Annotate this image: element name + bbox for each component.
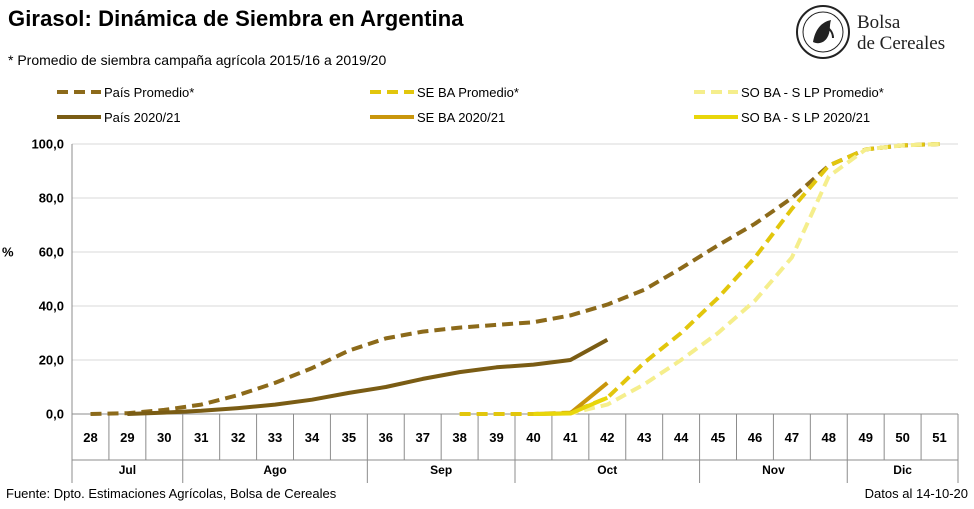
chart-subtitle: * Promedio de siembra campaña agrícola 2… <box>8 52 387 68</box>
series-line-0 <box>90 142 940 416</box>
x-tick-label: 35 <box>342 430 356 445</box>
y-tick-label: 80,0 <box>39 191 64 206</box>
chart-legend: País Promedio* SE BA Promedio* SO BA - S L… <box>57 85 884 125</box>
bolsa-de-cereales-logo: Bolsa de Cereales <box>795 4 973 66</box>
source-note: Fuente: Dpto. Estimaciones Agrícolas, Bo… <box>6 486 337 501</box>
month-label: Ago <box>263 463 286 477</box>
x-axis: 28 29 30 31 32 33 34 35 36 37 38 39 40 41 42 43 44 45 46 47… <box>71 144 959 483</box>
x-tick-label: 48 <box>822 430 836 445</box>
x-tick-label: 46 <box>748 430 762 445</box>
x-tick-label: 33 <box>268 430 282 445</box>
y-axis: 0,0 20,0 40,0 60,0 80,0 100,0% <box>2 137 64 422</box>
legend-label: País Promedio* <box>104 85 194 100</box>
legend-label: SE BA Promedio* <box>417 85 519 100</box>
y-tick-label: 100,0 <box>31 137 64 152</box>
grid-lines <box>72 143 958 415</box>
series-lines <box>90 142 940 416</box>
month-label: Nov <box>762 463 785 477</box>
x-tick-label: 38 <box>452 430 466 445</box>
y-axis-label: % <box>2 245 14 260</box>
y-tick-label: 40,0 <box>39 299 64 314</box>
x-tick-label: 32 <box>231 430 245 445</box>
legend-label: País 2020/21 <box>104 110 181 125</box>
x-tick-label: 31 <box>194 430 208 445</box>
x-tick-label: 28 <box>83 430 97 445</box>
month-label: Dic <box>893 463 912 477</box>
x-tick-label: 44 <box>674 430 689 445</box>
series-line-5 <box>533 395 609 416</box>
x-tick-label: 50 <box>895 430 909 445</box>
logo-line-1: Bolsa <box>857 12 901 33</box>
x-tick-label: 45 <box>711 430 725 445</box>
y-tick-label: 20,0 <box>39 353 64 368</box>
legend-label: SO BA - S LP Promedio* <box>741 85 884 100</box>
month-label: Oct <box>597 463 617 477</box>
x-tick-label: 29 <box>120 430 134 445</box>
x-tick-label: 37 <box>415 430 429 445</box>
x-tick-label: 49 <box>858 430 872 445</box>
legend-label: SE BA 2020/21 <box>417 110 505 125</box>
x-tick-label: 30 <box>157 430 171 445</box>
y-tick-label: 60,0 <box>39 245 64 260</box>
x-tick-label: 43 <box>637 430 651 445</box>
x-tick-label: 39 <box>489 430 503 445</box>
logo-line-2: de Cereales <box>857 33 946 54</box>
x-tick-label: 41 <box>563 430 577 445</box>
legend-label: SO BA - S LP 2020/21 <box>741 110 870 125</box>
x-tick-label: 36 <box>379 430 393 445</box>
x-tick-label: 34 <box>305 430 320 445</box>
x-tick-label: 51 <box>932 430 946 445</box>
x-tick-label: 42 <box>600 430 614 445</box>
series-line-3 <box>127 338 609 416</box>
x-tick-label: 47 <box>785 430 799 445</box>
chart-title: Girasol: Dinámica de Siembra en Argentin… <box>8 6 464 31</box>
series-line-1 <box>459 142 940 416</box>
month-label: Sep <box>430 463 452 477</box>
month-label: Jul <box>119 463 136 477</box>
series-line-2 <box>533 142 940 416</box>
series-line-4 <box>533 381 609 416</box>
seal-icon <box>796 5 850 59</box>
data-date: Datos al 14-10-20 <box>864 486 968 501</box>
x-tick-label: 40 <box>526 430 540 445</box>
y-tick-label: 0,0 <box>46 407 64 422</box>
